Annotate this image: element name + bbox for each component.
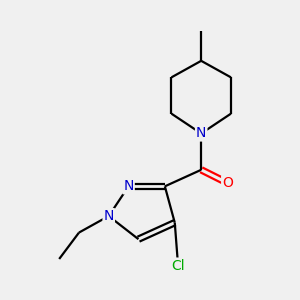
- Text: N: N: [196, 127, 206, 140]
- Text: Cl: Cl: [171, 259, 185, 273]
- Text: N: N: [123, 179, 134, 193]
- Text: N: N: [103, 209, 114, 223]
- Text: O: O: [222, 176, 233, 190]
